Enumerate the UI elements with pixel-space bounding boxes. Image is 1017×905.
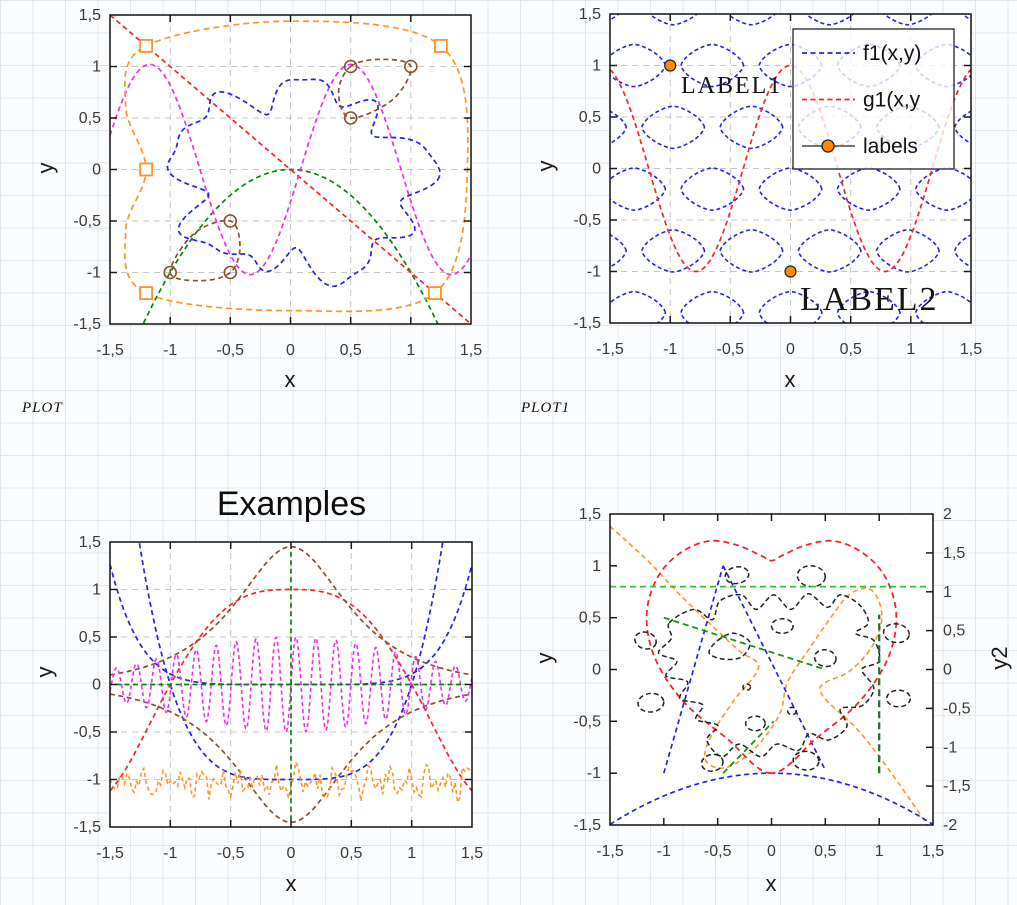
- svg-text:1,5: 1,5: [579, 6, 601, 23]
- svg-text:-1,5: -1,5: [573, 817, 601, 834]
- svg-text:-1,5: -1,5: [943, 778, 971, 795]
- svg-text:0: 0: [286, 342, 295, 359]
- svg-text:-0,5: -0,5: [217, 342, 245, 359]
- svg-text:1: 1: [406, 342, 415, 359]
- svg-text:0: 0: [92, 162, 101, 179]
- svg-text:-1,5: -1,5: [96, 845, 124, 862]
- svg-text:1,5: 1,5: [460, 342, 482, 359]
- svg-text:-2: -2: [943, 817, 957, 834]
- plot3-y2label: y2: [987, 646, 1012, 670]
- svg-text:1,5: 1,5: [943, 545, 965, 562]
- plot0-ylabel: y: [33, 162, 58, 174]
- svg-text:-0,5: -0,5: [704, 843, 732, 860]
- svg-text:0,5: 0,5: [79, 629, 101, 646]
- plot0-caption: PLOT: [22, 400, 63, 416]
- svg-text:1,5: 1,5: [79, 534, 101, 551]
- svg-text:-0,5: -0,5: [73, 724, 101, 741]
- svg-text:-0,5: -0,5: [217, 845, 245, 862]
- svg-text:1: 1: [943, 584, 952, 601]
- svg-text:-0,5: -0,5: [573, 212, 601, 229]
- svg-text:-1: -1: [657, 843, 671, 860]
- svg-text:2: 2: [943, 506, 952, 523]
- svg-text:0,5: 0,5: [340, 845, 362, 862]
- svg-text:0: 0: [592, 161, 601, 178]
- plot-canvas-PLOT2[interactable]: -1,5 -1 -0,5 0 0,5 1 1,5 -1,5 -1 -0,5 0 0,5 1 1,5: [0, 430, 508, 905]
- svg-text:-1: -1: [87, 772, 101, 789]
- svg-text:1: 1: [92, 582, 101, 599]
- svg-text:0: 0: [943, 662, 952, 679]
- svg-text:0,5: 0,5: [579, 109, 601, 126]
- svg-text:0,5: 0,5: [340, 342, 362, 359]
- svg-text:-1,5: -1,5: [73, 316, 101, 333]
- svg-text:1,5: 1,5: [79, 7, 101, 24]
- svg-text:-1: -1: [87, 265, 101, 282]
- svg-text:0,5: 0,5: [579, 610, 601, 627]
- svg-text:-1: -1: [587, 264, 601, 281]
- svg-text:0: 0: [786, 341, 795, 358]
- svg-text:-1,5: -1,5: [73, 819, 101, 836]
- svg-text:f1(x,y): f1(x,y): [863, 42, 921, 65]
- plot-canvas-PLOT1[interactable]: -1,5 -1 -0,5 0 0,5 1 1,5 -1,5 -1 -0,5 0 0,5 1 1,5 LABE…: [508, 0, 1017, 430]
- svg-text:-0,5: -0,5: [573, 713, 601, 730]
- svg-text:0: 0: [92, 677, 101, 694]
- svg-text:-1,5: -1,5: [596, 341, 624, 358]
- svg-text:1: 1: [592, 558, 601, 575]
- plot2-xlabel: x: [285, 871, 297, 896]
- svg-text:0,5: 0,5: [840, 341, 862, 358]
- svg-text:1: 1: [407, 845, 416, 862]
- svg-text:-1: -1: [943, 739, 957, 756]
- plot2-ylabel: y: [32, 666, 57, 678]
- plot0-xlabel: x: [284, 367, 296, 392]
- svg-text:-0,5: -0,5: [717, 341, 745, 358]
- svg-text:1: 1: [906, 341, 915, 358]
- svg-text:-1: -1: [663, 341, 677, 358]
- plot-canvas-PLOT3[interactable]: -1,5 -1 -0,5 0 0,5 1 1,5 -1,5 -1 -0,5 0 0,5 1 1,5 -2 -1…: [508, 430, 1017, 905]
- svg-text:1: 1: [875, 843, 884, 860]
- svg-text:0: 0: [767, 843, 776, 860]
- plot1-xlabel: x: [784, 367, 796, 392]
- plot1-caption: PLOT1: [521, 400, 571, 416]
- svg-text:-1: -1: [163, 342, 177, 359]
- svg-text:1,5: 1,5: [922, 843, 944, 860]
- svg-text:g1(x,y: g1(x,y: [863, 89, 921, 112]
- svg-text:labels: labels: [863, 135, 918, 158]
- svg-text:-0,5: -0,5: [73, 213, 101, 230]
- svg-text:1,5: 1,5: [960, 341, 982, 358]
- svg-text:0,5: 0,5: [814, 843, 836, 860]
- svg-text:1,5: 1,5: [461, 845, 483, 862]
- svg-text:0,5: 0,5: [79, 110, 101, 127]
- plot-canvas-PLOT[interactable]: -1,5 -1 -0,5 0 0,5 1 1,5 -1,5 -1 -0,5 0 0,5 1 1,5: [0, 0, 508, 430]
- svg-text:-1,5: -1,5: [573, 315, 601, 332]
- plot3-ylabel: y: [532, 652, 557, 664]
- svg-text:-1: -1: [163, 845, 177, 862]
- svg-text:1: 1: [92, 59, 101, 76]
- svg-text:0: 0: [287, 845, 296, 862]
- svg-text:-0,5: -0,5: [943, 700, 971, 717]
- svg-text:1: 1: [592, 58, 601, 75]
- svg-text:-1: -1: [587, 765, 601, 782]
- plot2-title: Examples: [216, 485, 367, 523]
- svg-text:1,5: 1,5: [579, 506, 601, 523]
- svg-text:-1,5: -1,5: [596, 843, 624, 860]
- svg-text:-1,5: -1,5: [96, 342, 124, 359]
- plot1-ylabel: y: [533, 160, 558, 172]
- svg-text:LABEL2: LABEL2: [800, 281, 939, 318]
- plot3-xlabel: x: [765, 871, 777, 896]
- svg-text:0: 0: [592, 662, 601, 679]
- svg-text:0,5: 0,5: [943, 623, 965, 640]
- svg-text:LABEL1: LABEL1: [681, 73, 782, 99]
